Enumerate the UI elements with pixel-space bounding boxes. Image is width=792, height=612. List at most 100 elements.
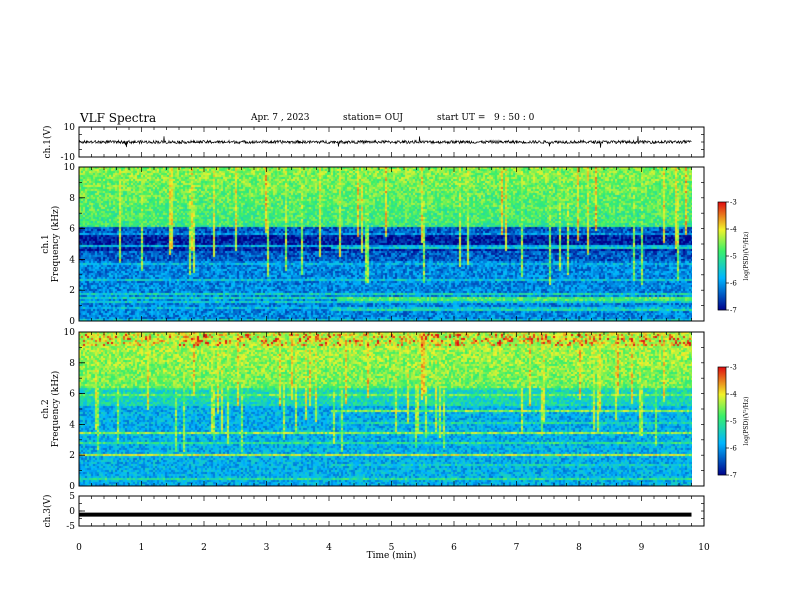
colorbar-swatch	[718, 392, 726, 394]
colorbar-swatch	[718, 285, 726, 287]
colorbar-swatch	[718, 466, 726, 468]
chart-title: VLF Spectra	[80, 111, 157, 125]
x-tick-label: 9	[639, 543, 645, 553]
colorbar-swatch	[718, 215, 726, 217]
x-tick-label: 6	[451, 543, 457, 553]
colorbar-tick-label: -7	[730, 472, 737, 480]
colorbar-swatch	[718, 253, 726, 255]
colorbar-swatch	[718, 233, 726, 235]
colorbar-swatch	[718, 375, 726, 377]
ch2-spectrogram-panel	[79, 332, 692, 486]
y-tick-label: 0	[69, 507, 75, 517]
colorbar-swatch	[718, 240, 726, 242]
colorbars-layer: -3 -4 -5 -6 -7 log(PSD)(V²/Hz) -3 -4 -5 -6 -7 log(P…	[717, 199, 750, 480]
colorbar-swatch	[718, 371, 726, 373]
y-tick-label: 0	[69, 482, 75, 492]
y-tick-label: 2	[69, 451, 75, 461]
colorbar-swatch	[718, 446, 726, 448]
colorbar-swatch	[718, 384, 726, 386]
colorbar-swatch	[718, 393, 726, 395]
colorbar-swatch	[718, 385, 726, 387]
colorbar-swatch	[718, 391, 726, 393]
colorbar-swatch	[718, 270, 726, 272]
colorbar-swatch	[718, 262, 726, 264]
station-label: station= OUJ	[343, 113, 404, 123]
colorbar-swatch	[718, 235, 726, 237]
colorbar-swatch	[718, 279, 726, 281]
colorbar-swatch	[718, 468, 726, 470]
colorbar-swatch	[718, 442, 726, 444]
colorbar-swatch	[718, 272, 726, 274]
colorbar-swatch	[718, 448, 726, 450]
colorbar-swatch	[718, 300, 726, 302]
colorbar-swatch	[718, 441, 726, 443]
x-tick-label: 3	[264, 543, 270, 553]
colorbar-swatch	[718, 433, 726, 435]
colorbar-swatch	[718, 293, 726, 295]
x-tick-label: 1	[139, 543, 145, 553]
colorbar-swatch	[718, 216, 726, 218]
colorbar-swatch	[718, 436, 726, 438]
colorbar-swatch	[718, 271, 726, 273]
x-tick-label: 8	[576, 543, 582, 553]
colorbar-swatch	[718, 202, 726, 204]
colorbar-swatch	[718, 298, 726, 300]
colorbar-swatch	[718, 421, 726, 423]
colorbar-swatch	[718, 410, 726, 412]
colorbar-swatch	[718, 299, 726, 301]
colorbar-swatch	[718, 445, 726, 447]
colorbar-tick-label: -6	[730, 280, 737, 288]
colorbar-swatch	[718, 377, 726, 379]
colorbar-swatch	[718, 395, 726, 397]
colorbar-swatch	[718, 420, 726, 422]
colorbar-swatch	[718, 429, 726, 431]
colorbar-swatch	[718, 404, 726, 406]
colorbar-swatch	[718, 226, 726, 228]
colorbar-swatch	[718, 423, 726, 425]
colorbar-swatch	[718, 444, 726, 446]
y-tick-label: 10	[64, 328, 76, 338]
colorbar-swatch	[718, 278, 726, 280]
colorbar-swatch	[718, 248, 726, 250]
y-axis-label: ch.1	[41, 234, 51, 253]
colorbar-swatch	[718, 287, 726, 289]
colorbar-swatch	[718, 440, 726, 442]
colorbar-swatch	[718, 430, 726, 432]
colorbar-swatch	[718, 263, 726, 265]
y-tick-label: 10	[64, 163, 76, 173]
colorbar-swatch	[718, 427, 726, 429]
x-tick-label: 4	[326, 543, 332, 553]
colorbar-swatch	[718, 295, 726, 297]
colorbar-swatch	[718, 438, 726, 440]
colorbar-swatch	[718, 467, 726, 469]
colorbar-swatch	[718, 249, 726, 251]
colorbar-swatch	[718, 374, 726, 376]
colorbar-swatch	[718, 306, 726, 308]
colorbar-tick-label: -5	[730, 253, 737, 261]
colorbar-swatch	[718, 265, 726, 267]
ch1-waveform-panel	[78, 136, 692, 148]
colorbar-swatch	[718, 389, 726, 391]
x-tick-label: 2	[201, 543, 207, 553]
y-tick-label: 8	[69, 359, 75, 369]
colorbar-swatch	[718, 242, 726, 244]
y-axis-label: ch.2	[41, 399, 51, 418]
colorbar-swatch	[718, 305, 726, 307]
colorbar-swatch	[718, 268, 726, 270]
colorbar-swatch	[718, 386, 726, 388]
colorbar-swatch	[718, 402, 726, 404]
colorbar-swatch	[718, 209, 726, 211]
colorbar-swatch	[718, 397, 726, 399]
colorbar-swatch	[718, 458, 726, 460]
colorbar-swatch	[718, 426, 726, 428]
colorbar-swatch	[718, 437, 726, 439]
colorbar-swatch	[718, 388, 726, 390]
colorbar-swatch	[718, 255, 726, 257]
y-tick-label: 6	[69, 390, 75, 400]
colorbar-swatch	[718, 266, 726, 268]
colorbar-swatch	[718, 256, 726, 258]
y-tick-label: 4	[69, 420, 75, 430]
colorbar-swatch	[718, 275, 726, 277]
colorbar-swatch	[718, 428, 726, 430]
